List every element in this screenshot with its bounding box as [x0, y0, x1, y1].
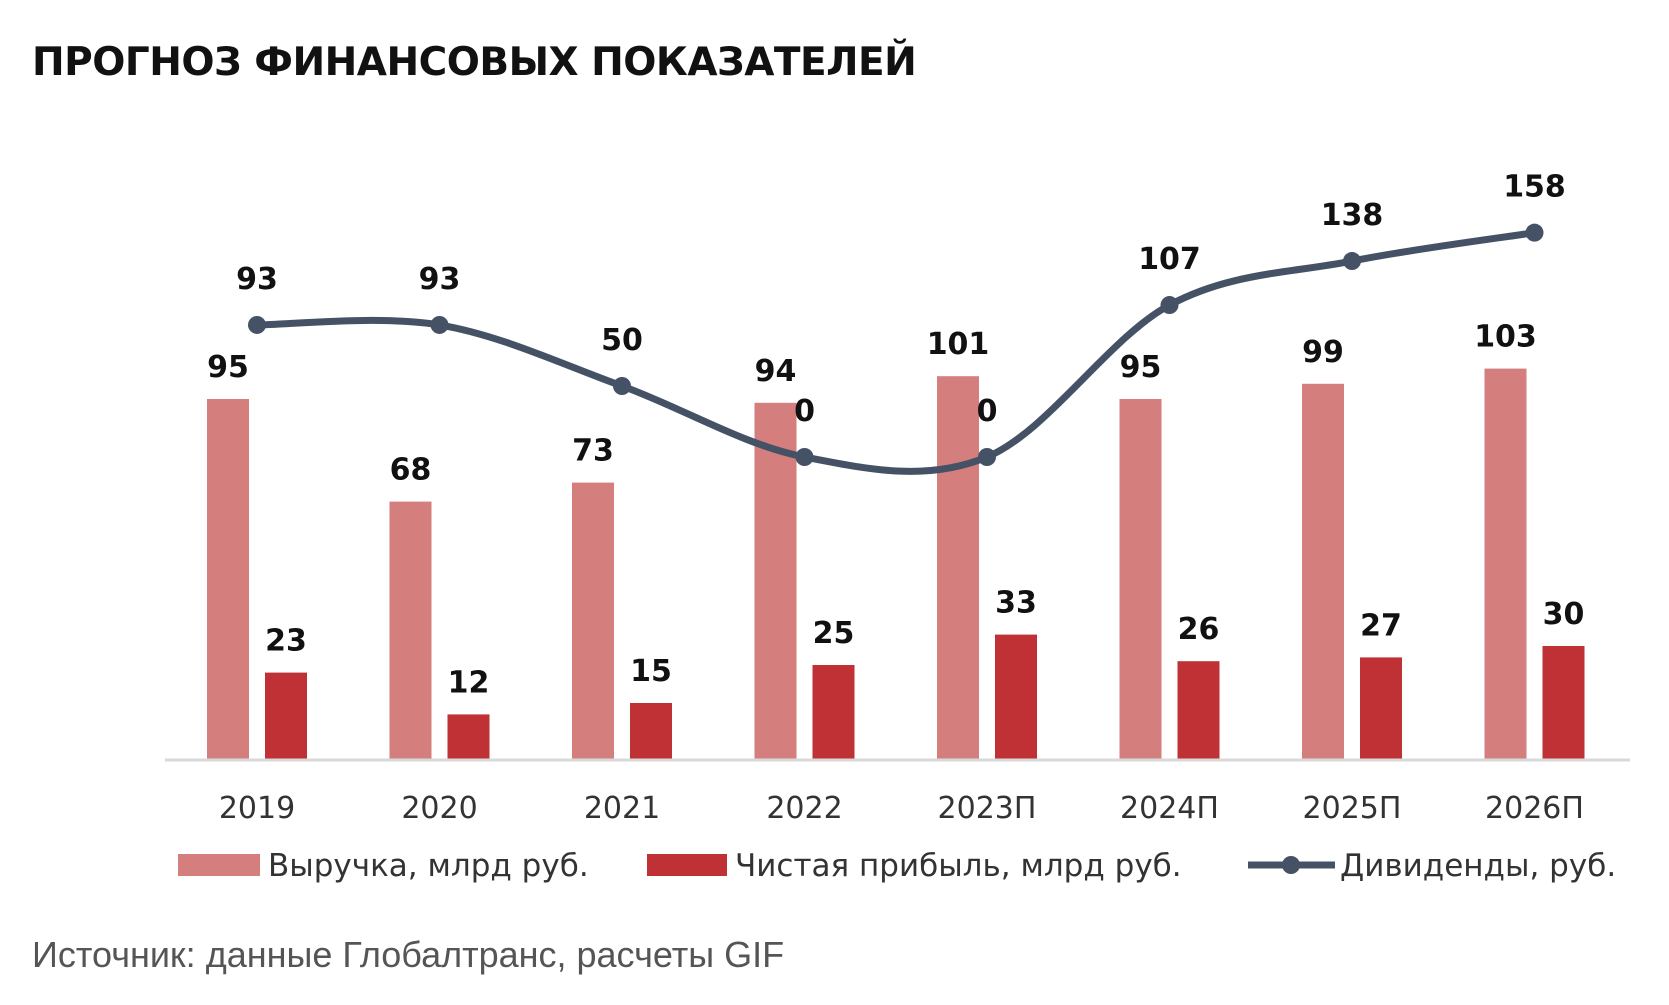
dividends-point	[1343, 252, 1361, 271]
profit-data-label: 12	[448, 665, 490, 700]
x-tick-label: 2019	[219, 791, 295, 826]
profit-bar	[265, 672, 307, 760]
dividends-points	[248, 223, 1544, 466]
profit-bar	[630, 703, 672, 760]
revenue-data-label: 103	[1474, 320, 1537, 355]
profit-data-label: 30	[1543, 597, 1585, 632]
profit-data-label: 23	[265, 624, 307, 659]
legend-label-dividends: Дивиденды, руб.	[1340, 848, 1616, 884]
revenue-bar	[572, 482, 614, 760]
revenue-data-label: 95	[207, 350, 249, 385]
profit-bar	[812, 665, 855, 760]
revenue-data-label: 68	[390, 453, 432, 488]
dividends-data-label: 93	[236, 262, 278, 297]
x-tick-label: 2024П	[1120, 791, 1219, 826]
dividends-data-labels: 93 93 50 0 0 107 138 158	[236, 170, 1566, 429]
revenue-data-label: 101	[927, 327, 990, 362]
combo-chart: 2019 2020 2021 2022 2023П 2024П 2025П 2026П 95 6…	[165, 170, 1630, 884]
chart-title: ПРОГНОЗ ФИНАНСОВЫХ ПОКАЗАТЕЛЕЙ	[32, 40, 917, 85]
revenue-bar	[754, 402, 797, 760]
profit-bar	[1177, 661, 1220, 760]
profit-bar	[1542, 646, 1585, 760]
x-tick-label: 2023П	[938, 791, 1037, 826]
source-note: Источник: данные Глобалтранс, расчеты GI…	[32, 934, 785, 975]
dividends-data-label: 50	[601, 323, 643, 358]
dividends-point	[978, 448, 996, 466]
revenue-data-label: 99	[1302, 335, 1344, 370]
dividends-line	[253, 229, 1538, 475]
profit-data-label: 27	[1360, 608, 1402, 643]
profit-data-labels: 23 12 15 25 33 26 27 30	[265, 586, 1584, 701]
revenue-data-labels: 95 68 73 94 101 95 99 103	[207, 320, 1537, 488]
dividends-data-label: 0	[977, 394, 998, 429]
revenue-bar	[1302, 383, 1344, 760]
dividends-data-label: 138	[1321, 198, 1384, 233]
revenue-data-label: 94	[755, 354, 797, 389]
x-tick-label: 2025П	[1303, 791, 1402, 826]
revenue-data-label: 73	[572, 434, 614, 469]
revenue-bars	[207, 368, 1527, 760]
profit-bar	[447, 714, 490, 760]
x-tick-label: 2022	[766, 791, 842, 826]
legend-swatch-profit	[647, 854, 727, 876]
revenue-bar	[207, 399, 249, 760]
profit-bar	[1360, 657, 1402, 760]
x-axis-tick-labels: 2019 2020 2021 2022 2023П 2024П 2025П 2026П	[219, 791, 1584, 826]
legend-swatch-revenue	[178, 854, 260, 876]
profit-bar	[995, 634, 1037, 760]
dividends-data-label: 93	[419, 262, 461, 297]
dividends-point	[795, 448, 814, 466]
profit-data-label: 33	[995, 586, 1037, 621]
profit-data-label: 15	[630, 654, 672, 689]
legend-label-revenue: Выручка, млрд руб.	[268, 848, 589, 884]
legend-label-profit: Чистая прибыль, млрд руб.	[735, 848, 1182, 884]
revenue-bar	[389, 501, 432, 760]
dividends-data-label: 0	[794, 394, 815, 429]
profit-data-label: 25	[813, 616, 855, 651]
revenue-bar	[1484, 368, 1527, 760]
profit-data-label: 26	[1178, 612, 1220, 647]
profit-bars	[265, 634, 1585, 760]
x-tick-label: 2026П	[1485, 791, 1584, 826]
revenue-bar	[1119, 399, 1162, 760]
revenue-data-label: 95	[1120, 350, 1162, 385]
x-tick-label: 2021	[584, 791, 660, 826]
legend-swatch-dividends-marker	[1282, 856, 1300, 874]
dividends-data-label: 107	[1138, 242, 1201, 277]
dividends-point	[248, 315, 266, 334]
x-tick-label: 2020	[401, 791, 477, 826]
dividends-point	[1525, 223, 1544, 242]
dividends-point	[613, 377, 631, 395]
revenue-bar	[937, 376, 979, 760]
dividends-point	[1160, 296, 1179, 315]
chart-legend: Выручка, млрд руб. Чистая прибыль, млрд р…	[178, 848, 1616, 884]
dividends-data-label: 158	[1503, 170, 1566, 205]
dividends-point	[430, 315, 449, 334]
